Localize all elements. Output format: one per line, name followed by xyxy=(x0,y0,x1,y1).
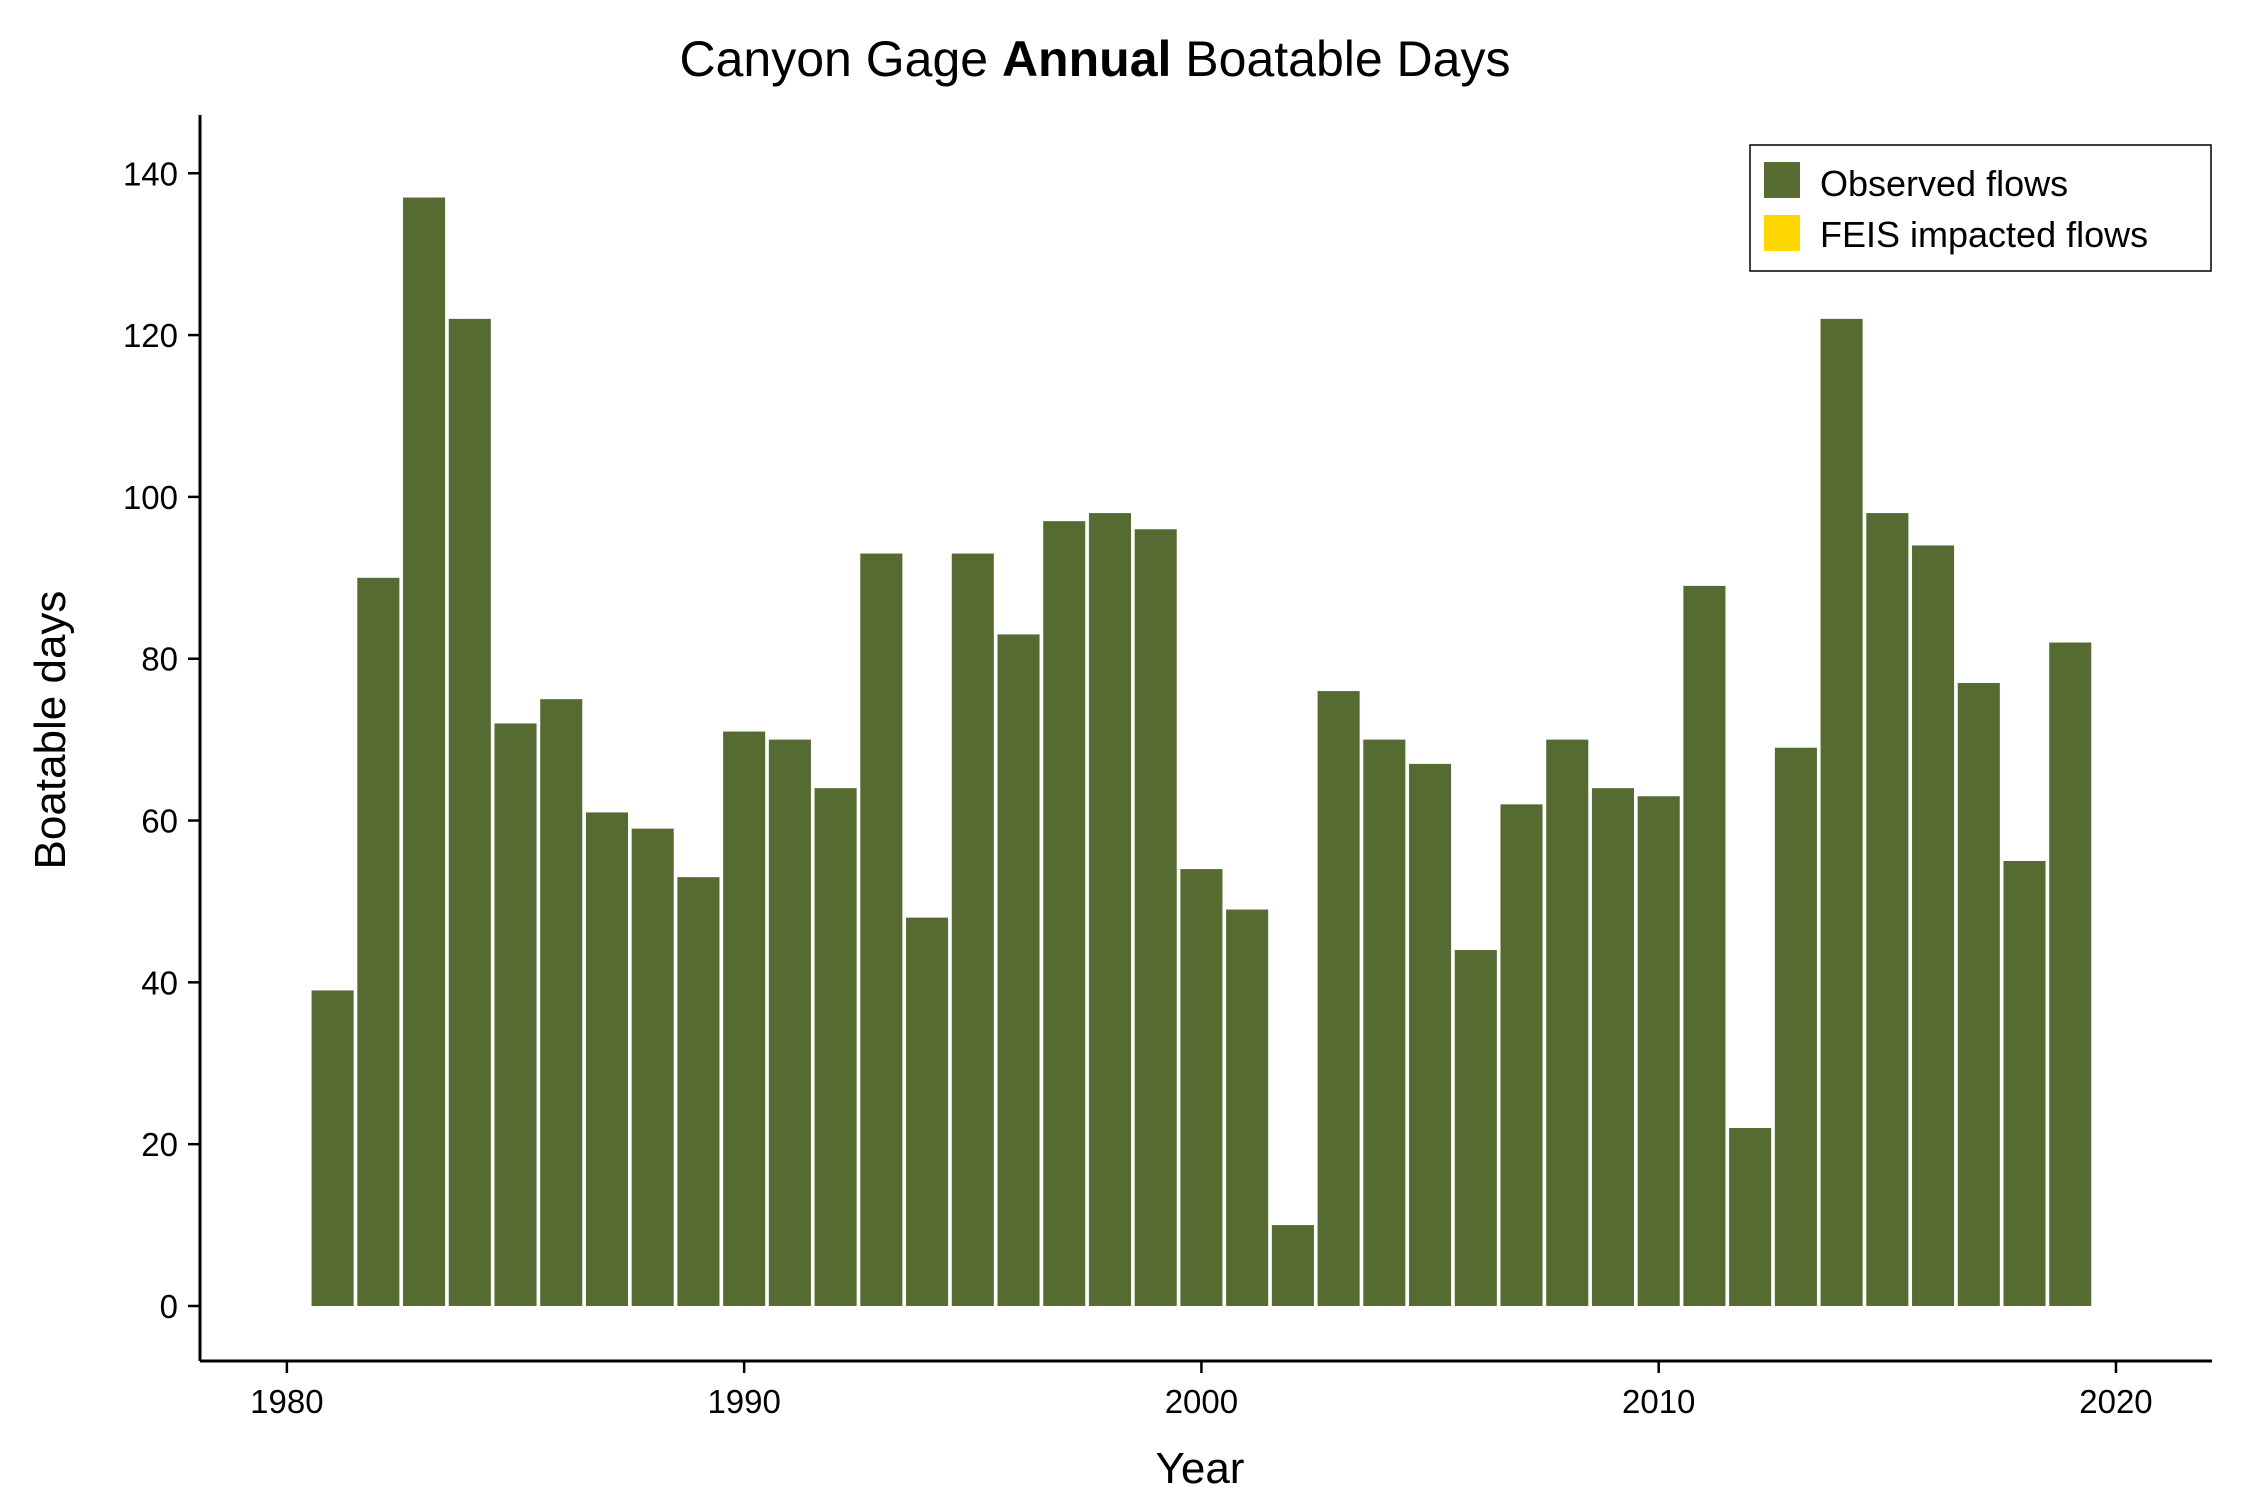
x-tick-label-1980: 1980 xyxy=(250,1383,323,1420)
y-tick-label-60: 60 xyxy=(141,803,178,840)
y-axis-title: Boatable days xyxy=(26,591,75,870)
bar-1981 xyxy=(311,990,354,1306)
bar-2004 xyxy=(1363,739,1406,1306)
bar-1989 xyxy=(677,877,720,1306)
bar-2003 xyxy=(1317,691,1360,1306)
bar-2001 xyxy=(1226,909,1269,1306)
x-tick-label-1990: 1990 xyxy=(707,1383,780,1420)
bar-2015 xyxy=(1866,513,1909,1306)
legend-swatch-observed-flows xyxy=(1764,162,1800,198)
legend-label-observed-flows: Observed flows xyxy=(1820,163,2068,204)
x-tick-label-2010: 2010 xyxy=(1622,1383,1695,1420)
legend-box xyxy=(1749,144,2212,272)
bar-1988 xyxy=(631,828,674,1306)
bar-1998 xyxy=(1088,513,1132,1306)
x-tick-label-2000: 2000 xyxy=(1165,1383,1238,1420)
bar-2000 xyxy=(1180,869,1223,1306)
bar-1984 xyxy=(448,318,491,1306)
bar-1993 xyxy=(860,553,903,1306)
y-tick-label-100: 100 xyxy=(123,479,178,516)
x-tick-label-2020: 2020 xyxy=(2079,1383,2152,1420)
y-axis-ticks: 0 20 40 60 80 100 120 140 xyxy=(123,155,200,1325)
bar-1985 xyxy=(494,723,537,1306)
y-tick-label-0: 0 xyxy=(160,1288,178,1325)
legend-label-feis-impacted-flows: FEIS impacted flows xyxy=(1820,214,2148,255)
bar-2012 xyxy=(1729,1127,1772,1306)
bar-2010 xyxy=(1637,796,1680,1306)
bar-2008 xyxy=(1546,739,1589,1306)
y-tick-label-40: 40 xyxy=(141,964,178,1001)
bar-1995 xyxy=(951,553,994,1306)
bar-2007 xyxy=(1500,804,1543,1306)
bars-group xyxy=(311,197,2092,1306)
chart-title-emphasis: Annual xyxy=(1002,31,1171,87)
bar-2006 xyxy=(1454,949,1497,1306)
chart-title-suffix: Boatable Days xyxy=(1171,31,1510,87)
bar-1986 xyxy=(540,699,583,1306)
bar-1996 xyxy=(997,634,1040,1306)
x-axis-title: Year xyxy=(1156,1444,1245,1493)
bar-2009 xyxy=(1591,788,1635,1306)
y-tick-label-120: 120 xyxy=(123,317,178,354)
bar-2018 xyxy=(2003,860,2046,1306)
bar-2016 xyxy=(1912,545,1955,1306)
bar-1991 xyxy=(768,739,811,1306)
bar-2014 xyxy=(1820,318,1863,1306)
bar-1997 xyxy=(1043,521,1086,1306)
y-tick-label-80: 80 xyxy=(141,641,178,678)
bar-1990 xyxy=(723,731,766,1306)
bar-2017 xyxy=(1957,682,2000,1306)
x-axis-ticks: 1980 1990 2000 2010 2020 xyxy=(250,1361,2153,1420)
bar-2011 xyxy=(1683,585,1726,1306)
bar-2002 xyxy=(1271,1225,1314,1306)
bar-1992 xyxy=(814,788,857,1306)
legend: Observed flows FEIS impacted flows xyxy=(1749,144,2212,272)
bar-1983 xyxy=(403,197,446,1306)
legend-swatch-feis-impacted-flows xyxy=(1764,215,1800,251)
bar-1987 xyxy=(585,812,629,1306)
y-tick-label-140: 140 xyxy=(123,155,178,192)
chart-title: Canyon Gage Annual Boatable Days xyxy=(680,31,1511,87)
chart-title-prefix: Canyon Gage xyxy=(680,31,1002,87)
y-tick-label-20: 20 xyxy=(141,1126,178,1163)
bar-2019 xyxy=(2049,642,2092,1306)
bar-1994 xyxy=(906,917,949,1306)
bar-2005 xyxy=(1409,763,1452,1306)
bar-1982 xyxy=(357,577,400,1306)
bar-1999 xyxy=(1134,529,1177,1306)
bar-2013 xyxy=(1774,747,1817,1306)
